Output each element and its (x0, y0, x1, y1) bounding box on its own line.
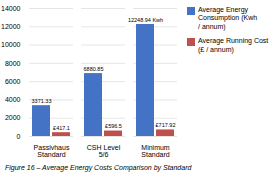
svg-text:10000: 10000 (1, 41, 21, 48)
svg-text:0: 0 (17, 133, 21, 140)
svg-text:4000: 4000 (5, 96, 21, 103)
svg-text:8000: 8000 (5, 60, 21, 67)
svg-text:3371.33: 3371.33 (32, 98, 52, 104)
svg-text:CSH Level5/6: CSH Level5/6 (87, 144, 121, 158)
svg-text:2000: 2000 (5, 114, 21, 121)
svg-text:PassivhausStandard: PassivhausStandard (34, 144, 70, 158)
svg-text:£417.1: £417.1 (53, 125, 70, 131)
html-text:Average Running Cost (£ / annu: Average Running Cost (£ / annum) (198, 37, 269, 53)
svg-text:6000: 6000 (5, 78, 21, 85)
svg-text:6880.85: 6880.85 (84, 66, 104, 72)
svg-text:MinimumStandard: MinimumStandard (141, 144, 170, 158)
svg-text:£596.5: £596.5 (105, 123, 122, 129)
svg-text:12248.94 Kwh: 12248.94 Kwh (128, 17, 163, 23)
html-text:Figure 16 – Average Energy Cos: Figure 16 – Average Energy Costs Compari… (5, 164, 192, 171)
svg-text:14000: 14000 (1, 5, 21, 12)
svg-text:12000: 12000 (1, 23, 21, 30)
svg-text:£717.92: £717.92 (156, 122, 176, 128)
html-text:Average Energy Consumption (Kw: Average Energy Consumption (Kwh / annum) (198, 6, 258, 30)
